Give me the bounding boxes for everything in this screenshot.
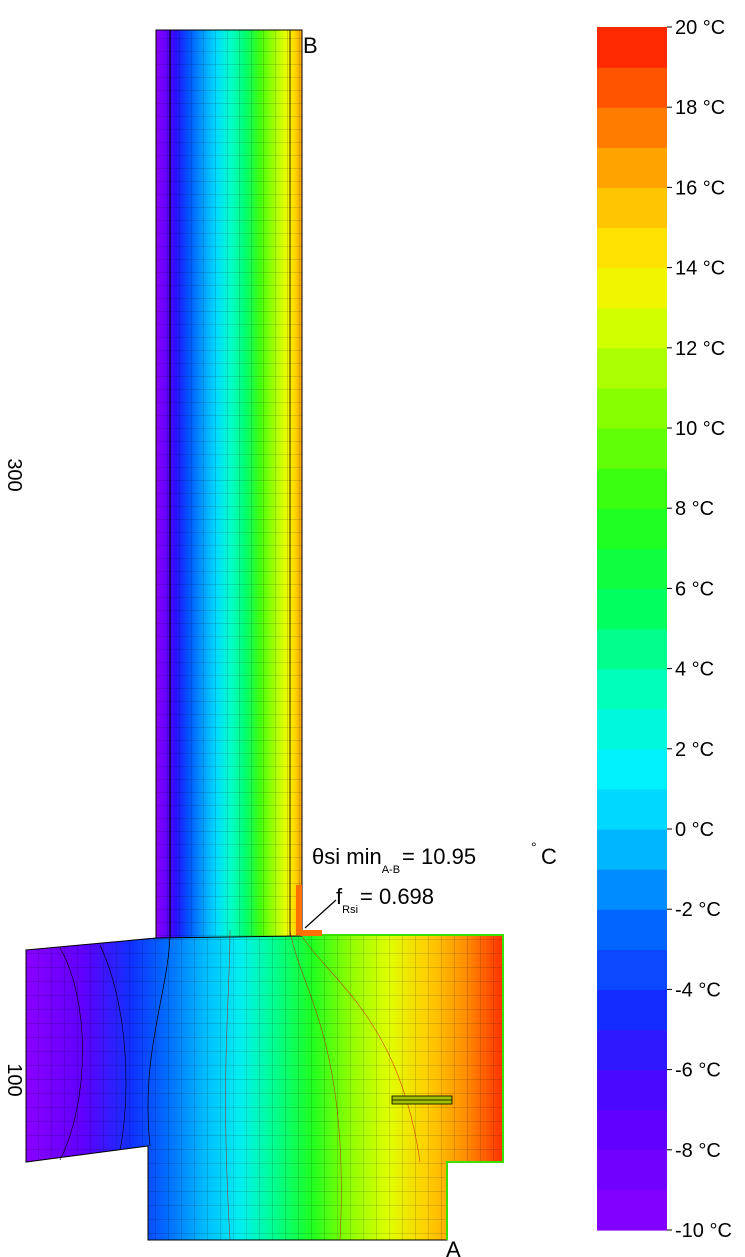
scale-band [597, 829, 667, 870]
scale-tick-label: 4 °C [675, 659, 714, 681]
scale-band [597, 989, 667, 1031]
scale-band [597, 1109, 667, 1151]
annotation-leader [304, 899, 337, 929]
scale-tick-label: 6 °C [675, 578, 714, 600]
svg-text:fRsi= 0.698: fRsi= 0.698 [336, 884, 434, 916]
scale-band [597, 1029, 667, 1071]
scale-tick-label: 14 °C [675, 258, 725, 280]
scale-band [597, 748, 667, 790]
scale-band [597, 1149, 667, 1191]
scale-tick-label: 0 °C [675, 819, 714, 841]
scale-band [597, 347, 667, 389]
scale-band [597, 387, 667, 429]
wall-mesh [156, 30, 302, 942]
point-b-label: B [303, 33, 318, 58]
scale-band [597, 949, 667, 990]
scale-band [597, 147, 667, 188]
scale-band [597, 668, 667, 710]
scale-band [597, 1069, 667, 1111]
scale-tick-label: 20 °C [675, 17, 725, 39]
scale-tick-label: -8 °C [675, 1140, 721, 1162]
theta-main: si min [324, 844, 381, 869]
scale-band [597, 307, 667, 349]
theta-annotation: θsi minA-B= 10.95 ° C [312, 839, 557, 876]
color-scale-ticks: 20 °C 18 °C 16 °C 14 °C 12 °C 10 °C 8 °C 6 °C 4 … [667, 17, 732, 1242]
scale-band [597, 628, 667, 670]
scale-tick-label: 8 °C [675, 498, 714, 520]
scale-band [597, 588, 667, 630]
scale-tick-label: -6 °C [675, 1060, 721, 1082]
scale-tick-label: 12 °C [675, 338, 725, 360]
theta-symbol: θ [312, 844, 324, 869]
scale-band [597, 227, 667, 269]
scale-band [597, 869, 667, 910]
dimension-300: 300 [3, 458, 25, 491]
scale-tick-label: 18 °C [675, 97, 725, 119]
scale-tick-label: -4 °C [675, 979, 721, 1001]
scale-band [597, 909, 667, 950]
scale-band [597, 1189, 667, 1231]
scale-tick-label: -10 °C [675, 1220, 732, 1242]
frsi-value: = 0.698 [360, 884, 434, 909]
scale-band [597, 107, 667, 148]
scale-tick-label: 2 °C [675, 739, 714, 761]
frsi-sub: Rsi [342, 904, 358, 916]
frsi-main: f [336, 884, 343, 909]
scale-band [597, 27, 667, 68]
color-scale [597, 27, 667, 1231]
theta-sub: A-B [382, 864, 400, 876]
dimension-100: 100 [3, 1063, 25, 1096]
scale-band [597, 67, 667, 108]
scale-tick-label: -2 °C [675, 899, 721, 921]
point-a-label: A [446, 1237, 461, 1257]
scale-band [597, 548, 667, 589]
scale-band [597, 508, 667, 549]
scale-band [597, 708, 667, 750]
theta-deg: ° [531, 839, 537, 855]
scale-band [597, 267, 667, 309]
scale-band [597, 428, 667, 469]
theta-value: = 10.95 [402, 844, 476, 869]
scale-tick-label: 10 °C [675, 418, 725, 440]
scale-band [597, 468, 667, 509]
theta-unit: C [541, 844, 557, 869]
scale-band [597, 788, 667, 830]
svg-text:θsi minA-B= 10.95: θsi minA-B= 10.95 [312, 844, 476, 876]
frsi-annotation: fRsi= 0.698 [336, 884, 434, 916]
scale-tick-label: 16 °C [675, 177, 725, 199]
scale-band [597, 187, 667, 229]
